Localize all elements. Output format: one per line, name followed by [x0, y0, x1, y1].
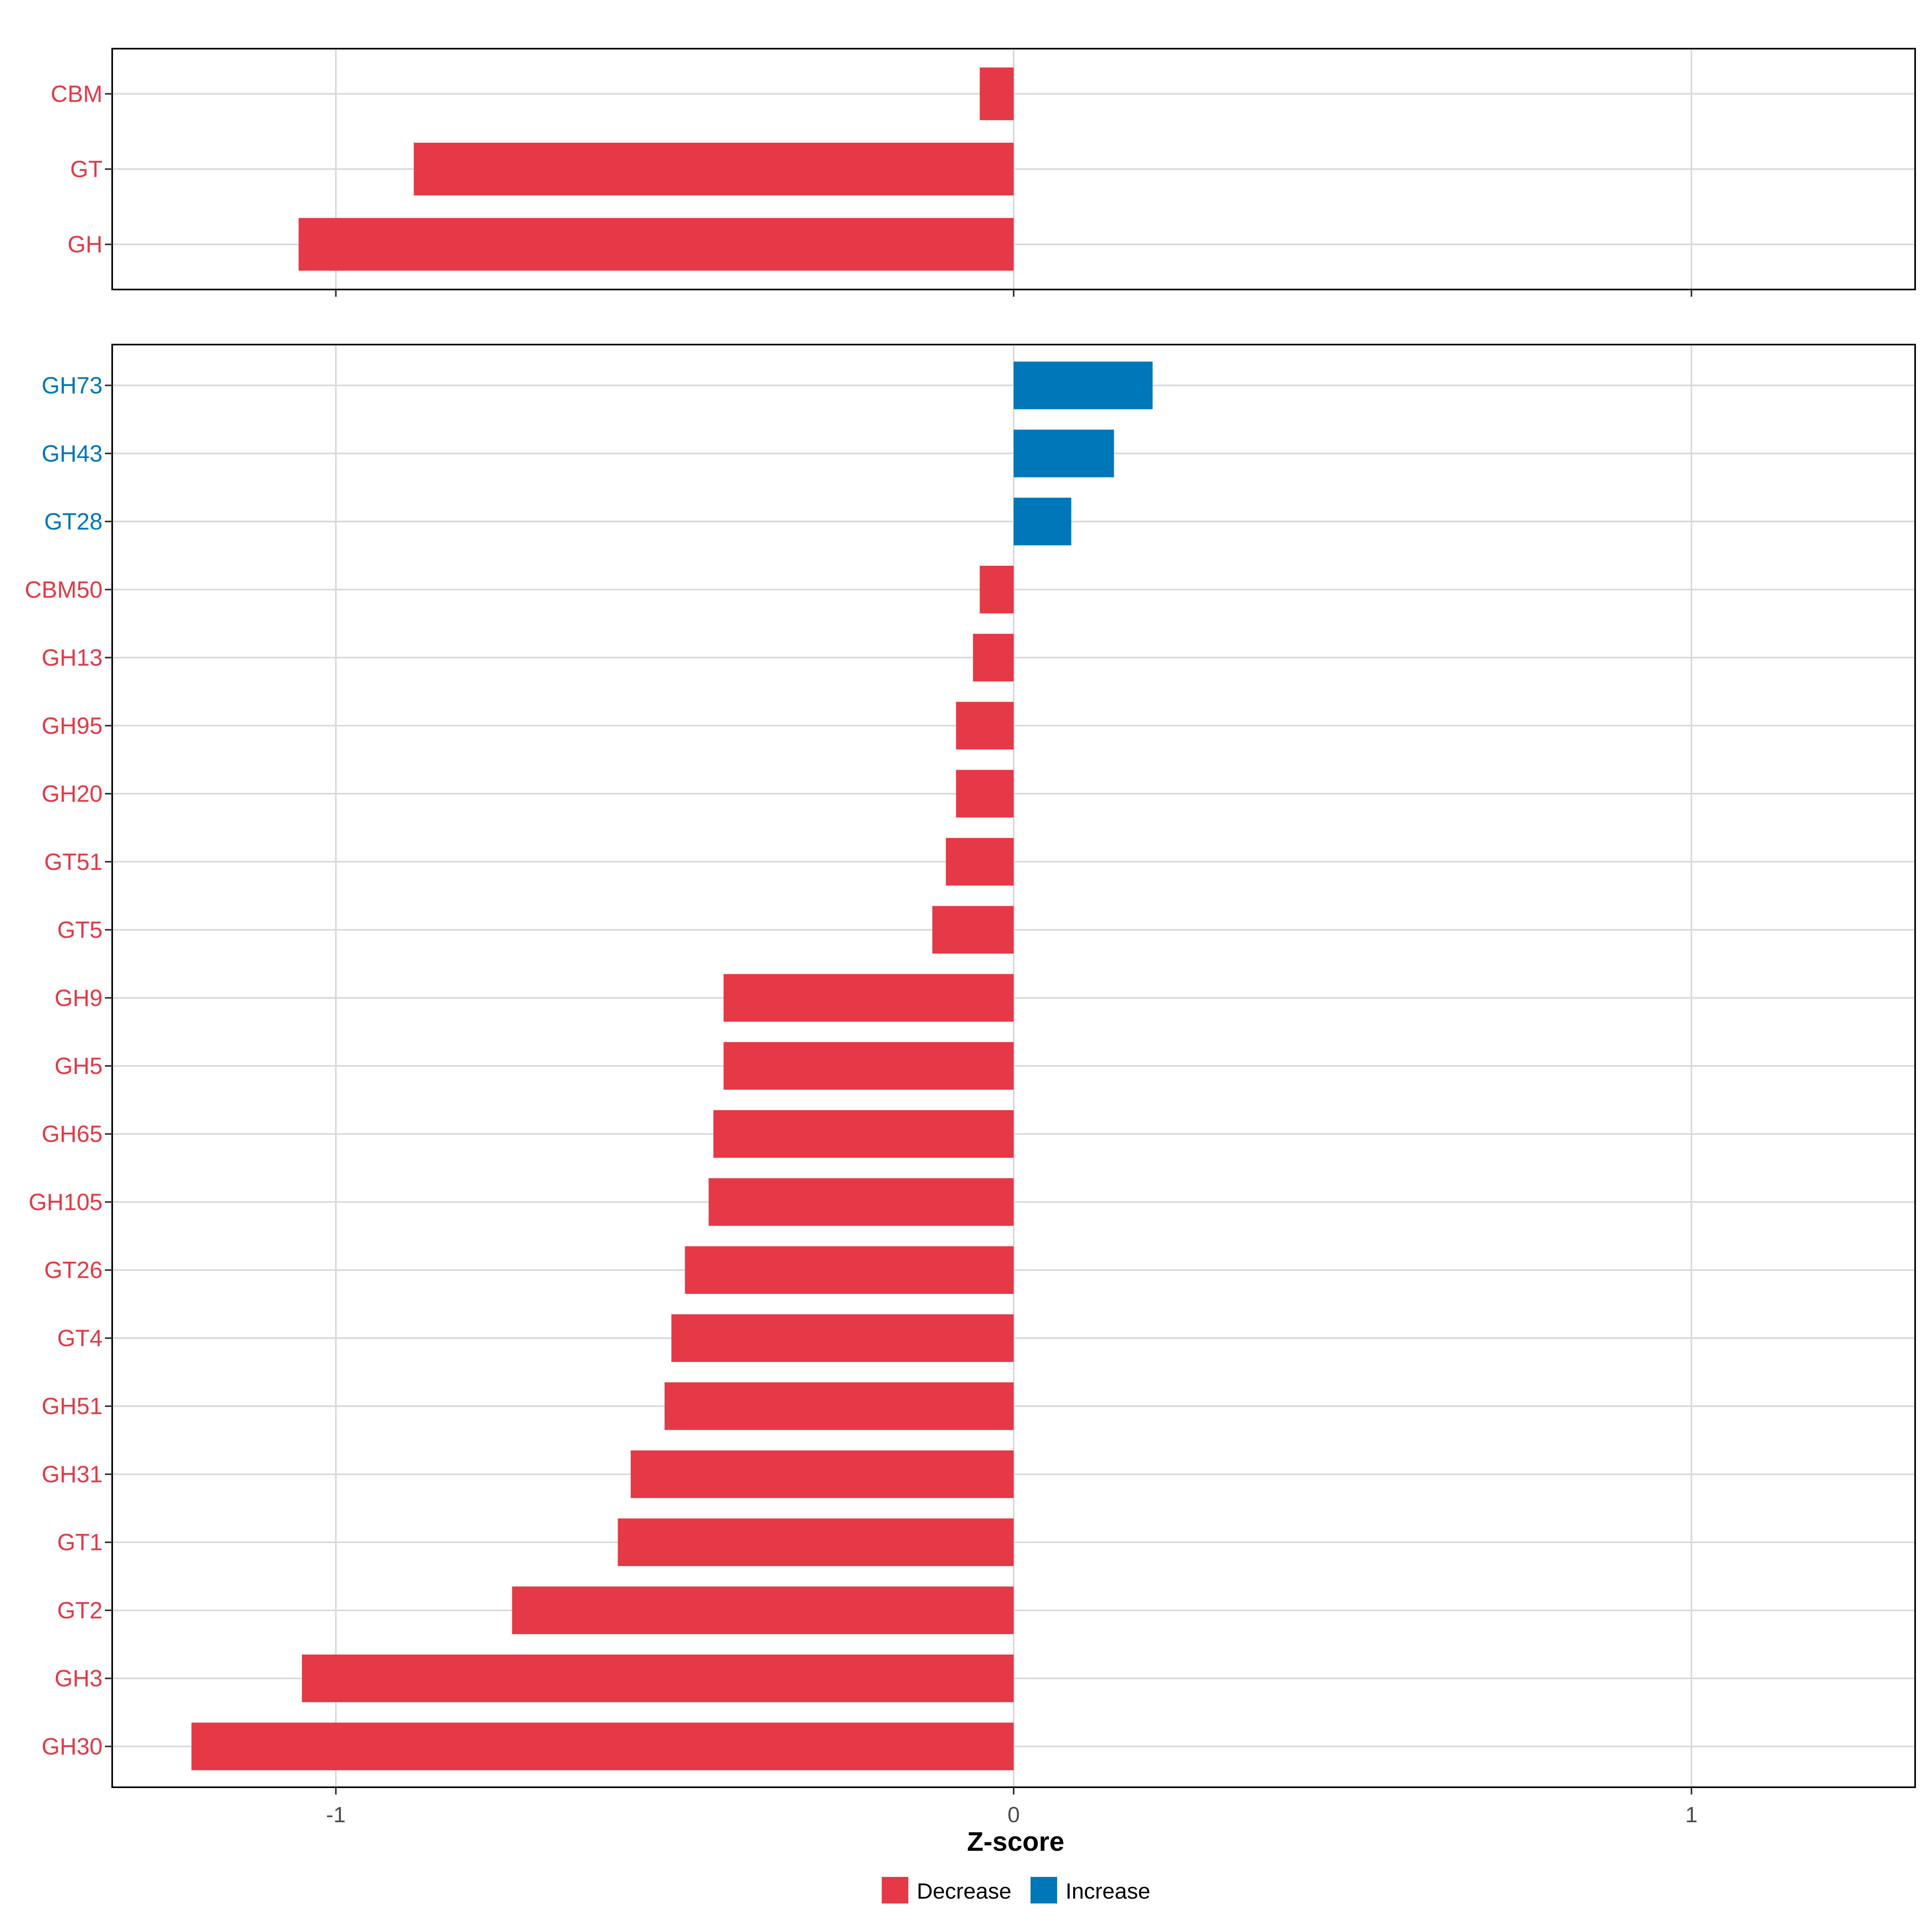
y-tick-label-gh73: GH73	[41, 373, 103, 399]
bar-gh105	[708, 1178, 1014, 1226]
y-tick-label-gt2: GT2	[57, 1597, 103, 1624]
y-tick-label-gt1: GT1	[57, 1530, 103, 1556]
bar-gt28	[1014, 497, 1072, 546]
x-tick-label: 0	[1008, 1802, 1020, 1827]
y-tick-label-gh105: GH105	[29, 1189, 103, 1215]
bottom-panel: GH73 GH43 GT28 CBM50 GH13 GH95 GH20 GT51 GT5 GH9 G…	[25, 344, 1916, 1827]
bar-gh51	[664, 1382, 1014, 1430]
y-tick-label-gh95: GH95	[41, 713, 103, 739]
top-panel-x-ticks	[335, 289, 1692, 297]
bar-gt1	[618, 1518, 1014, 1566]
y-tick-label-cbm50: CBM50	[25, 577, 103, 603]
bar-gh9	[723, 974, 1014, 1022]
y-tick-label-gh51: GH51	[41, 1393, 103, 1419]
bar-gt2	[512, 1586, 1014, 1634]
y-tick-label-gh31: GH31	[41, 1461, 103, 1487]
top-panel-y-ticks: CBM GT GH	[51, 81, 112, 258]
x-tick-label: -1	[326, 1802, 346, 1827]
bar-gh65	[713, 1110, 1014, 1158]
bottom-panel-bars	[191, 361, 1153, 1770]
legend-swatch-increase	[1031, 1877, 1057, 1903]
bottom-panel-y-ticks: GH73 GH43 GT28 CBM50 GH13 GH95 GH20 GT51 GT5 GH9 G…	[25, 373, 112, 1760]
top-panel: CBM GT GH	[51, 48, 1916, 297]
bar-cbm	[979, 67, 1014, 120]
bar-gh5	[723, 1042, 1014, 1090]
bar-gh30	[191, 1723, 1014, 1770]
y-tick-label-gh20: GH20	[41, 781, 103, 807]
y-tick-label-gt4: GT4	[57, 1325, 103, 1351]
x-tick-label: 1	[1685, 1802, 1698, 1827]
bar-gh3	[302, 1654, 1014, 1702]
y-tick-label-gt5: GT5	[57, 917, 103, 943]
y-tick-label-gh30: GH30	[41, 1733, 103, 1760]
bar-gh	[298, 218, 1014, 271]
y-tick-label-cbm: CBM	[51, 81, 103, 107]
bar-gt	[414, 142, 1014, 196]
y-tick-label-gt51: GT51	[44, 849, 103, 875]
y-tick-label-gh13: GH13	[41, 645, 103, 671]
bar-gh73	[1014, 361, 1153, 409]
legend-item-decrease: Decrease	[882, 1877, 1011, 1903]
y-tick-label-gh: GH	[68, 232, 103, 258]
x-axis-title: Z-score	[967, 1827, 1064, 1857]
bar-gt26	[685, 1246, 1014, 1294]
top-panel-bars	[298, 67, 1014, 271]
legend-label-increase: Increase	[1066, 1879, 1150, 1903]
y-tick-label-gt: GT	[70, 156, 103, 183]
bar-cbm50	[979, 566, 1014, 614]
y-tick-label-gt26: GT26	[44, 1257, 103, 1283]
bar-gh43	[1014, 429, 1114, 478]
bar-gt5	[932, 906, 1014, 954]
bottom-panel-x-ticks: -1 0 1	[326, 1787, 1698, 1827]
legend-swatch-decrease	[882, 1877, 908, 1903]
y-tick-label-gh3: GH3	[55, 1665, 103, 1692]
bar-gh95	[956, 702, 1014, 750]
y-tick-label-gh65: GH65	[41, 1121, 103, 1147]
legend-label-decrease: Decrease	[917, 1879, 1011, 1903]
bar-gt4	[671, 1314, 1014, 1362]
bar-gh13	[973, 634, 1014, 682]
bar-gh20	[956, 770, 1014, 818]
y-tick-label-gh5: GH5	[55, 1053, 103, 1079]
bar-gh31	[630, 1450, 1014, 1498]
legend-item-increase: Increase	[1031, 1877, 1150, 1903]
legend: Decrease Increase	[882, 1877, 1150, 1903]
y-tick-label-gh43: GH43	[41, 441, 103, 467]
y-tick-label-gt28: GT28	[44, 509, 103, 535]
bar-gt51	[946, 838, 1014, 886]
y-tick-label-gh9: GH9	[55, 985, 103, 1011]
